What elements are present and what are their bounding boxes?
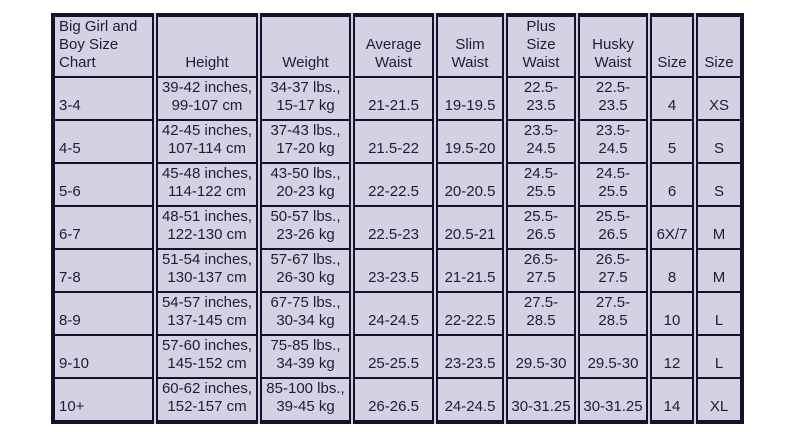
header-height: Height — [155, 15, 262, 78]
cell-size-letter: S — [695, 163, 742, 207]
cell-size-number: 5 — [649, 120, 698, 164]
cell-weight: 57-67 lbs., 26-30 kg — [259, 249, 355, 293]
cell-average-waist: 21.5-22 — [352, 120, 438, 164]
cell-average-waist: 26-26.5 — [352, 378, 438, 423]
cell-size-range: 9-10 — [53, 335, 158, 379]
table-row: 9-10 57-60 inches, 145-152 cm 75-85 lbs., … — [53, 335, 742, 379]
cell-average-waist: 21-21.5 — [352, 77, 438, 121]
cell-plus-size-waist: 27.5- 28.5 — [505, 292, 580, 336]
cell-size-number: 6X/7 — [649, 206, 698, 250]
cell-average-waist: 22.5-23 — [352, 206, 438, 250]
table-row: 5-6 45-48 inches, 114-122 cm 43-50 lbs., 2… — [53, 163, 742, 207]
cell-plus-size-waist: 26.5- 27.5 — [505, 249, 580, 293]
size-chart-body: 3-4 39-42 inches, 99-107 cm 34-37 lbs., 15… — [53, 77, 742, 423]
cell-plus-size-waist: 23.5- 24.5 — [505, 120, 580, 164]
cell-weight: 67-75 lbs., 30-34 kg — [259, 292, 355, 336]
cell-husky-waist: 29.5-30 — [577, 335, 652, 379]
header-size-number: Size — [649, 15, 698, 78]
cell-size-range: 3-4 — [53, 77, 158, 121]
table-row: 8-9 54-57 inches, 137-145 cm 67-75 lbs., 3… — [53, 292, 742, 336]
cell-height: 60-62 inches, 152-157 cm — [155, 378, 262, 423]
header-size-range: Big Girl and Boy Size Chart — [53, 15, 158, 78]
header-plus-size-waist: Plus Size Waist — [505, 15, 580, 78]
cell-height: 51-54 inches, 130-137 cm — [155, 249, 262, 293]
cell-slim-waist: 23-23.5 — [435, 335, 508, 379]
cell-size-number: 4 — [649, 77, 698, 121]
table-row: 3-4 39-42 inches, 99-107 cm 34-37 lbs., 15… — [53, 77, 742, 121]
table-row: 7-8 51-54 inches, 130-137 cm 57-67 lbs., 2… — [53, 249, 742, 293]
cell-plus-size-waist: 22.5- 23.5 — [505, 77, 580, 121]
cell-weight: 50-57 lbs., 23-26 kg — [259, 206, 355, 250]
cell-plus-size-waist: 24.5- 25.5 — [505, 163, 580, 207]
cell-size-number: 6 — [649, 163, 698, 207]
cell-husky-waist: 26.5- 27.5 — [577, 249, 652, 293]
cell-size-letter: XL — [695, 378, 742, 423]
cell-husky-waist: 30-31.25 — [577, 378, 652, 423]
cell-size-number: 14 — [649, 378, 698, 423]
cell-height: 45-48 inches, 114-122 cm — [155, 163, 262, 207]
cell-slim-waist: 19.5-20 — [435, 120, 508, 164]
cell-size-letter: M — [695, 249, 742, 293]
cell-husky-waist: 24.5- 25.5 — [577, 163, 652, 207]
cell-height: 42-45 inches, 107-114 cm — [155, 120, 262, 164]
cell-size-number: 10 — [649, 292, 698, 336]
cell-size-number: 8 — [649, 249, 698, 293]
cell-plus-size-waist: 25.5- 26.5 — [505, 206, 580, 250]
cell-size-letter: L — [695, 335, 742, 379]
cell-size-letter: M — [695, 206, 742, 250]
cell-size-range: 5-6 — [53, 163, 158, 207]
cell-average-waist: 23-23.5 — [352, 249, 438, 293]
cell-slim-waist: 20-20.5 — [435, 163, 508, 207]
cell-height: 48-51 inches, 122-130 cm — [155, 206, 262, 250]
table-row: 10+ 60-62 inches, 152-157 cm 85-100 lbs., … — [53, 378, 742, 423]
cell-height: 39-42 inches, 99-107 cm — [155, 77, 262, 121]
cell-size-range: 8-9 — [53, 292, 158, 336]
cell-plus-size-waist: 30-31.25 — [505, 378, 580, 423]
table-row: 6-7 48-51 inches, 122-130 cm 50-57 lbs., 2… — [53, 206, 742, 250]
cell-husky-waist: 22.5- 23.5 — [577, 77, 652, 121]
cell-slim-waist: 19-19.5 — [435, 77, 508, 121]
cell-size-range: 10+ — [53, 378, 158, 423]
cell-size-range: 7-8 — [53, 249, 158, 293]
cell-slim-waist: 24-24.5 — [435, 378, 508, 423]
cell-husky-waist: 23.5- 24.5 — [577, 120, 652, 164]
header-husky-waist: Husky Waist — [577, 15, 652, 78]
cell-weight: 34-37 lbs., 15-17 kg — [259, 77, 355, 121]
cell-weight: 37-43 lbs., 17-20 kg — [259, 120, 355, 164]
cell-slim-waist: 22-22.5 — [435, 292, 508, 336]
cell-weight: 85-100 lbs., 39-45 kg — [259, 378, 355, 423]
header-average-waist: Average Waist — [352, 15, 438, 78]
cell-average-waist: 24-24.5 — [352, 292, 438, 336]
cell-size-number: 12 — [649, 335, 698, 379]
header-size-letter: Size — [695, 15, 742, 78]
cell-slim-waist: 21-21.5 — [435, 249, 508, 293]
cell-size-letter: XS — [695, 77, 742, 121]
cell-weight: 43-50 lbs., 20-23 kg — [259, 163, 355, 207]
cell-husky-waist: 25.5- 26.5 — [577, 206, 652, 250]
header-weight: Weight — [259, 15, 355, 78]
cell-slim-waist: 20.5-21 — [435, 206, 508, 250]
cell-size-letter: L — [695, 292, 742, 336]
cell-height: 54-57 inches, 137-145 cm — [155, 292, 262, 336]
cell-height: 57-60 inches, 145-152 cm — [155, 335, 262, 379]
cell-average-waist: 25-25.5 — [352, 335, 438, 379]
size-chart-table: Big Girl and Boy Size Chart Height Weight A… — [51, 13, 744, 424]
header-slim-waist: Slim Waist — [435, 15, 508, 78]
cell-plus-size-waist: 29.5-30 — [505, 335, 580, 379]
cell-husky-waist: 27.5- 28.5 — [577, 292, 652, 336]
cell-size-range: 4-5 — [53, 120, 158, 164]
table-row: 4-5 42-45 inches, 107-114 cm 37-43 lbs., 1… — [53, 120, 742, 164]
cell-average-waist: 22-22.5 — [352, 163, 438, 207]
header-row: Big Girl and Boy Size Chart Height Weight A… — [53, 15, 742, 78]
cell-size-range: 6-7 — [53, 206, 158, 250]
cell-weight: 75-85 lbs., 34-39 kg — [259, 335, 355, 379]
cell-size-letter: S — [695, 120, 742, 164]
